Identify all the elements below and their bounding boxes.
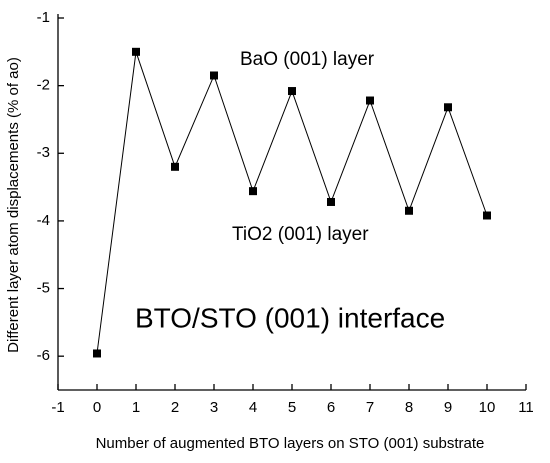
point bbox=[288, 87, 296, 96]
point bbox=[444, 103, 452, 112]
point bbox=[483, 211, 491, 220]
x-tick-label: 0 bbox=[93, 399, 101, 416]
x-tick-label: -1 bbox=[51, 399, 64, 416]
y-tick-label: -5 bbox=[37, 280, 50, 297]
point bbox=[249, 187, 257, 196]
x-tick-label: 1 bbox=[132, 399, 140, 416]
annotation: BTO/STO (001) interface bbox=[135, 302, 445, 333]
point bbox=[405, 206, 413, 215]
x-tick-label: 2 bbox=[171, 399, 179, 416]
point bbox=[366, 96, 374, 105]
annotation: TiO2 (001) layer bbox=[232, 224, 369, 245]
y-tick-label: -1 bbox=[37, 9, 50, 26]
point bbox=[93, 349, 101, 358]
x-tick-label: 6 bbox=[327, 399, 335, 416]
point bbox=[327, 197, 335, 206]
x-tick-label: 5 bbox=[288, 399, 296, 416]
x-tick-label: 10 bbox=[479, 399, 496, 416]
point bbox=[171, 162, 179, 171]
x-tick-label: 9 bbox=[444, 399, 452, 416]
x-tick-label: 3 bbox=[210, 399, 218, 416]
x-tick-label: 7 bbox=[366, 399, 374, 416]
y-tick-label: -3 bbox=[37, 144, 50, 161]
y-axis-label: Different layer atom displacements (% of… bbox=[5, 57, 22, 353]
x-tick-label: 4 bbox=[249, 399, 257, 416]
point bbox=[210, 71, 218, 80]
y-tick-label: -6 bbox=[37, 347, 50, 364]
x-tick-label: 11 bbox=[518, 399, 534, 416]
x-tick-label: 8 bbox=[405, 399, 413, 416]
x-axis-label: Number of augmented BTO layers on STO (0… bbox=[96, 435, 485, 452]
point bbox=[132, 47, 140, 56]
annotation: BaO (001) layer bbox=[240, 49, 375, 70]
y-tick-label: -2 bbox=[37, 77, 50, 94]
y-tick-label: -4 bbox=[37, 212, 50, 229]
